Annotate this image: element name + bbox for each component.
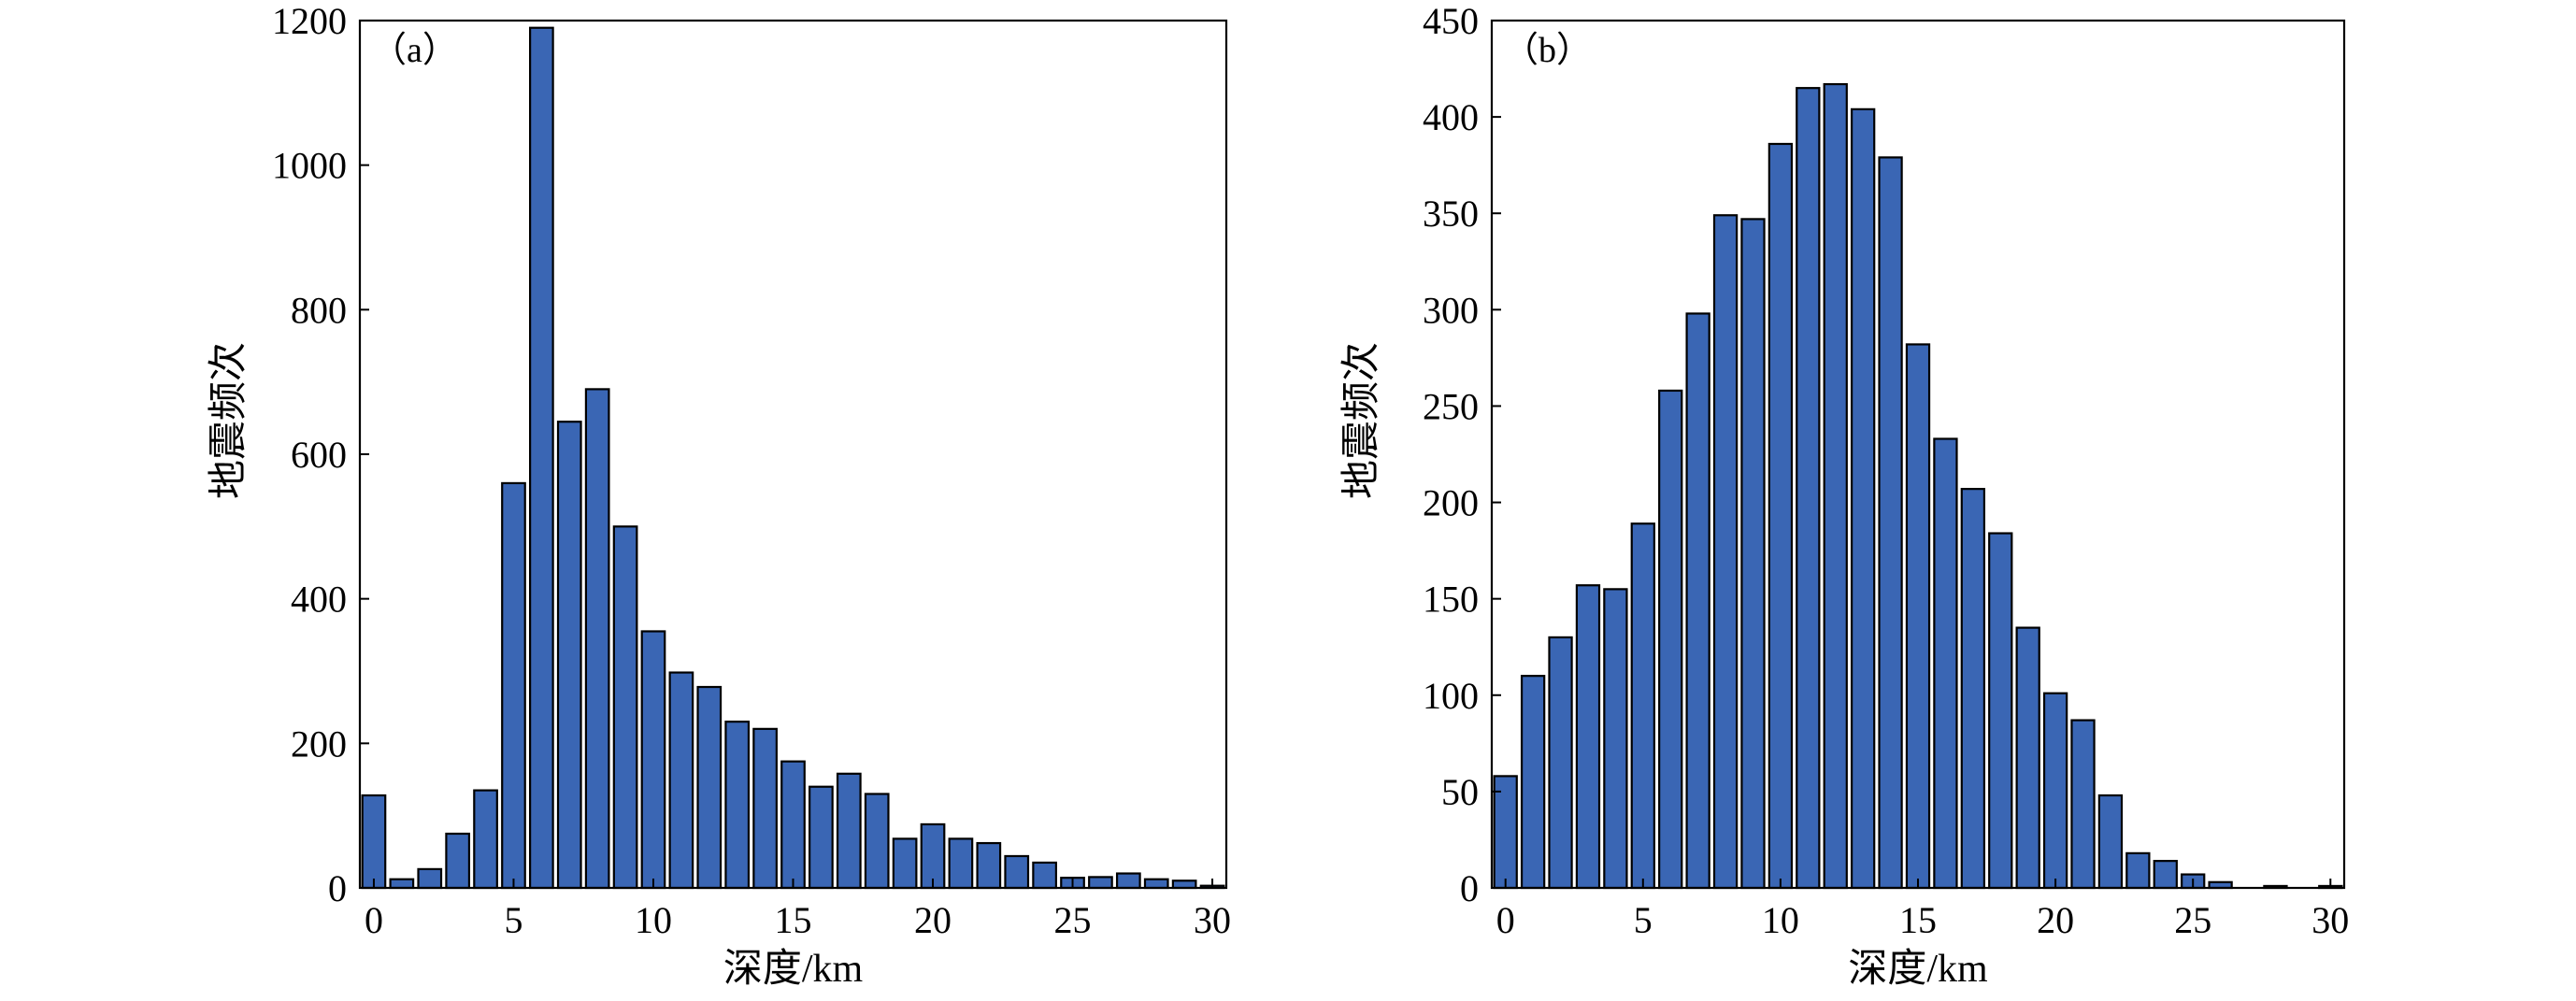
bar-14km xyxy=(752,727,778,890)
bar-0km xyxy=(361,794,387,890)
y-tick-label: 1200 xyxy=(272,0,347,42)
x-tick-label: 0 xyxy=(365,899,383,941)
y-axis-label: 地震频次 xyxy=(1340,342,1383,499)
bar-24km xyxy=(1032,861,1057,890)
x-tick-label: 10 xyxy=(1762,899,1799,941)
bar-1km xyxy=(389,878,415,890)
bar-8km xyxy=(1712,214,1739,890)
bar-1km xyxy=(1520,675,1546,890)
y-tick-label: 400 xyxy=(1423,96,1479,138)
bar-16km xyxy=(809,785,834,890)
bar-20km xyxy=(2042,692,2068,890)
bar-15km xyxy=(1905,343,1931,890)
x-tick-label: 5 xyxy=(504,899,522,941)
bar-18km xyxy=(1988,532,2013,890)
bar-24km xyxy=(2153,860,2178,890)
bar-15km xyxy=(780,760,806,890)
bar-26km xyxy=(1088,876,1113,890)
bar-3km xyxy=(445,832,471,890)
x-tick-label: 15 xyxy=(1899,899,1937,941)
bar-11km xyxy=(668,671,694,890)
y-tick-label: 400 xyxy=(291,579,347,621)
x-axis-label: 深度/km xyxy=(1848,948,1988,991)
x-tick-label: 15 xyxy=(775,899,812,941)
bar-13km xyxy=(1850,107,1876,890)
bar-21km xyxy=(2070,719,2096,890)
x-tick-label: 20 xyxy=(914,899,952,941)
bar-9km xyxy=(1740,218,1766,890)
x-tick-label: 5 xyxy=(1634,899,1653,941)
bar-4km xyxy=(1603,588,1628,890)
y-tick-label: 50 xyxy=(1441,771,1479,813)
bar-18km xyxy=(864,793,890,890)
bar-7km xyxy=(556,421,582,890)
x-tick-label: 25 xyxy=(1054,899,1092,941)
bar-19km xyxy=(2015,626,2040,890)
bar-13km xyxy=(724,721,751,890)
bar-17km xyxy=(836,772,862,890)
x-tick-label: 0 xyxy=(1496,899,1515,941)
bar-8km xyxy=(584,388,610,890)
bar-22km xyxy=(976,841,1002,890)
bar-14km xyxy=(1878,156,1903,890)
bar-5km xyxy=(501,481,526,890)
y-tick-label: 150 xyxy=(1423,579,1479,621)
bar-2km xyxy=(417,867,443,890)
bar-4km xyxy=(473,789,498,890)
bar-11km xyxy=(1796,87,1821,890)
bar-6km xyxy=(529,26,554,890)
panel-label: （b） xyxy=(1503,31,1592,70)
bar-19km xyxy=(892,837,918,890)
y-tick-label: 300 xyxy=(1423,289,1479,331)
x-tick-label: 30 xyxy=(2311,899,2349,941)
bar-5km xyxy=(1630,522,1655,890)
bar-12km xyxy=(696,685,723,890)
x-tick-label: 30 xyxy=(1194,899,1231,941)
bar-9km xyxy=(612,525,638,890)
bar-7km xyxy=(1685,312,1710,890)
y-tick-label: 200 xyxy=(291,722,347,765)
bar-21km xyxy=(948,837,974,890)
panel-a: 0 5 10 15 20 25 30 0 200 400 600 800 1000 1200 （a） 深度/k… xyxy=(208,0,1231,991)
x-tick-label: 20 xyxy=(2037,899,2074,941)
y-tick-label: 350 xyxy=(1423,193,1479,235)
bar-23km xyxy=(1004,854,1030,890)
bar-27km xyxy=(1115,872,1141,890)
y-tick-label: 600 xyxy=(291,434,347,476)
y-axis-label: 地震频次 xyxy=(208,342,250,499)
x-tick-label: 10 xyxy=(635,899,672,941)
y-tick-label: 200 xyxy=(1423,482,1479,524)
y-tick-label: 0 xyxy=(328,867,347,909)
y-tick-label: 800 xyxy=(291,289,347,331)
bar-6km xyxy=(1658,389,1683,890)
y-tick-label: 0 xyxy=(1460,867,1479,909)
bar-0km xyxy=(1493,775,1518,890)
bar-22km xyxy=(2097,794,2124,890)
y-tick-label: 450 xyxy=(1423,0,1479,42)
bar-28km xyxy=(1143,878,1169,890)
bar-12km xyxy=(1823,82,1848,890)
bar-16km xyxy=(1933,437,1958,890)
bar-17km xyxy=(1960,488,1986,890)
panel-b: 0 5 10 15 20 25 30050100150200250300350400450（… xyxy=(1340,0,2349,991)
bar-10km xyxy=(640,630,666,890)
bar-29km xyxy=(1171,879,1197,890)
bar-2km xyxy=(1548,636,1573,890)
bar-3km xyxy=(1575,584,1601,890)
bar-23km xyxy=(2125,851,2151,890)
y-tick-label: 100 xyxy=(1423,675,1479,717)
bar-10km xyxy=(1767,142,1794,890)
x-tick-label: 25 xyxy=(2174,899,2211,941)
bar-20km xyxy=(920,822,946,890)
x-axis-label: 深度/km xyxy=(723,948,864,991)
y-tick-label: 250 xyxy=(1423,385,1479,427)
plot-frame xyxy=(358,19,1228,890)
panel-label: （a） xyxy=(371,31,458,70)
y-tick-label: 1000 xyxy=(272,145,347,187)
